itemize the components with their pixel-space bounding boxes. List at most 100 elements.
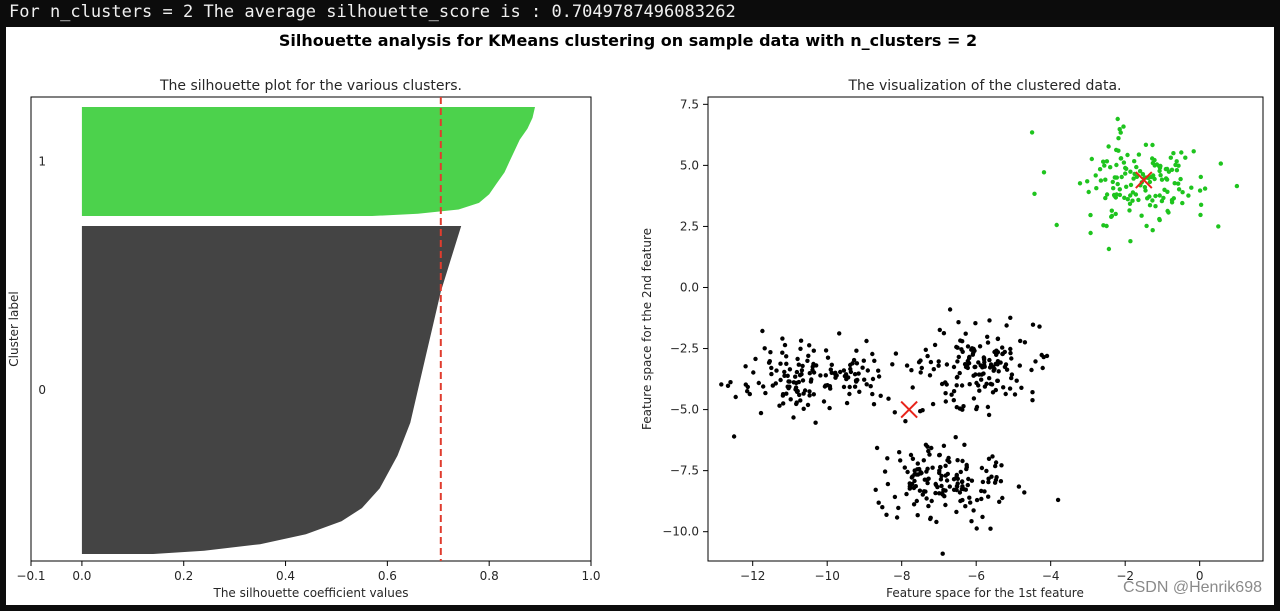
scatter-point-cluster-1 bbox=[1118, 156, 1124, 161]
scatter-point-cluster-0 bbox=[984, 468, 989, 474]
scatter-point-cluster-0 bbox=[984, 381, 989, 386]
scatter-plot-title: The visualization of the clustered data. bbox=[848, 78, 1122, 94]
scatter-point-cluster-0 bbox=[955, 458, 960, 463]
scatter-point-cluster-0 bbox=[918, 409, 923, 414]
silhouette-xtick-label: 0.2 bbox=[174, 569, 193, 583]
scatter-point-cluster-0 bbox=[902, 465, 907, 470]
silhouette-xtick-label: 0.6 bbox=[378, 569, 397, 583]
scatter-point-cluster-0 bbox=[807, 343, 812, 348]
scatter-point-cluster-0 bbox=[954, 474, 959, 479]
scatter-point-cluster-1 bbox=[1158, 173, 1163, 178]
scatter-ytick-label: −10.0 bbox=[662, 525, 699, 539]
scatter-point-cluster-0 bbox=[918, 370, 923, 375]
scatter-point-cluster-0 bbox=[797, 373, 803, 378]
scatter-point-cluster-1 bbox=[1139, 213, 1144, 218]
scatter-point-cluster-0 bbox=[795, 388, 800, 394]
scatter-point-cluster-1 bbox=[1117, 192, 1123, 198]
scatter-point-cluster-1 bbox=[1114, 162, 1119, 168]
scatter-point-cluster-0 bbox=[973, 321, 978, 326]
scatter-ytick-label: 5.0 bbox=[680, 158, 699, 172]
scatter-point-cluster-1 bbox=[1172, 181, 1177, 186]
scatter-point-cluster-0 bbox=[828, 386, 833, 391]
scatter-point-cluster-0 bbox=[961, 404, 966, 409]
scatter-point-cluster-0 bbox=[905, 469, 910, 475]
scatter-point-cluster-0 bbox=[1030, 390, 1035, 395]
scatter-point-cluster-1 bbox=[1202, 186, 1208, 191]
scatter-point-cluster-1 bbox=[1169, 197, 1175, 203]
scatter-point-cluster-0 bbox=[937, 327, 942, 333]
scatter-point-cluster-0 bbox=[957, 490, 963, 495]
scatter-point-cluster-0 bbox=[874, 445, 880, 451]
figure: Silhouette analysis for KMeans clusterin… bbox=[7, 31, 1264, 600]
scatter-point-cluster-1 bbox=[1113, 211, 1118, 217]
scatter-point-cluster-0 bbox=[854, 361, 860, 366]
scatter-point-cluster-0 bbox=[1009, 372, 1015, 377]
scatter-point-cluster-0 bbox=[827, 405, 832, 411]
scatter-point-cluster-1 bbox=[1152, 176, 1157, 182]
scatter-point-cluster-0 bbox=[782, 369, 787, 375]
scatter-point-cluster-0 bbox=[1008, 346, 1013, 352]
scatter-point-cluster-0 bbox=[957, 370, 962, 376]
scatter-point-cluster-0 bbox=[1008, 350, 1013, 356]
scatter-point-cluster-1 bbox=[1179, 150, 1184, 155]
scatter-point-cluster-0 bbox=[787, 379, 792, 384]
scatter-point-cluster-0 bbox=[797, 392, 802, 398]
scatter-point-cluster-0 bbox=[977, 344, 983, 349]
scatter-point-cluster-0 bbox=[979, 377, 984, 382]
scatter-point-cluster-1 bbox=[1127, 201, 1133, 206]
scatter-point-cluster-0 bbox=[787, 367, 793, 372]
scatter-point-cluster-1 bbox=[1198, 202, 1204, 207]
scatter-point-cluster-0 bbox=[967, 495, 972, 500]
scatter-point-cluster-0 bbox=[809, 377, 814, 382]
scatter-point-cluster-0 bbox=[923, 489, 928, 494]
scatter-point-cluster-0 bbox=[876, 500, 881, 505]
scatter-point-cluster-0 bbox=[953, 435, 958, 440]
scatter-point-cluster-0 bbox=[937, 470, 942, 476]
scatter-point-cluster-0 bbox=[996, 369, 1001, 374]
scatter-point-cluster-0 bbox=[960, 484, 965, 489]
scatter-point-cluster-0 bbox=[943, 488, 948, 493]
scatter-point-cluster-0 bbox=[911, 502, 917, 507]
scatter-point-cluster-0 bbox=[928, 359, 934, 365]
scatter-point-cluster-1 bbox=[1088, 230, 1093, 236]
scatter-point-cluster-0 bbox=[980, 479, 986, 485]
scatter-point-cluster-1 bbox=[1121, 160, 1127, 165]
scatter-point-cluster-1 bbox=[1176, 181, 1181, 186]
scatter-point-cluster-0 bbox=[753, 356, 758, 362]
scatter-point-cluster-0 bbox=[936, 359, 941, 364]
scatter-point-cluster-0 bbox=[892, 410, 897, 415]
scatter-point-cluster-0 bbox=[842, 373, 848, 379]
scatter-point-cluster-0 bbox=[960, 339, 965, 344]
scatter-point-cluster-0 bbox=[847, 384, 852, 390]
scatter-point-cluster-0 bbox=[932, 342, 938, 348]
scatter-point-cluster-0 bbox=[719, 382, 724, 387]
scatter-point-cluster-0 bbox=[973, 372, 978, 377]
scatter-point-cluster-0 bbox=[985, 404, 991, 410]
scatter-point-cluster-0 bbox=[728, 380, 733, 385]
scatter-point-cluster-0 bbox=[986, 412, 992, 418]
scatter-point-cluster-1 bbox=[1117, 127, 1122, 132]
scatter-point-cluster-0 bbox=[919, 365, 924, 371]
scatter-point-cluster-0 bbox=[944, 478, 950, 483]
scatter-point-cluster-1 bbox=[1198, 212, 1203, 218]
scatter-point-cluster-0 bbox=[979, 488, 984, 494]
silhouette-xtick-label: 0.0 bbox=[72, 569, 91, 583]
scatter-point-cluster-0 bbox=[800, 363, 805, 369]
scatter-point-cluster-0 bbox=[969, 347, 974, 352]
scatter-point-cluster-1 bbox=[1125, 197, 1131, 202]
scatter-point-cluster-0 bbox=[918, 358, 923, 363]
scatter-point-cluster-0 bbox=[1030, 322, 1036, 327]
scatter-point-cluster-0 bbox=[785, 373, 790, 378]
scatter-point-cluster-0 bbox=[909, 368, 914, 373]
scatter-point-cluster-0 bbox=[1019, 385, 1024, 390]
scatter-point-cluster-0 bbox=[868, 384, 873, 389]
scatter-point-cluster-1 bbox=[1153, 204, 1158, 209]
scatter-point-cluster-0 bbox=[986, 479, 991, 485]
scatter-point-cluster-0 bbox=[914, 472, 919, 477]
scatter-point-cluster-0 bbox=[954, 344, 959, 350]
scatter-point-cluster-1 bbox=[1128, 239, 1133, 244]
scatter-point-cluster-1 bbox=[1147, 203, 1153, 208]
scatter-point-cluster-0 bbox=[987, 376, 992, 381]
scatter-point-cluster-0 bbox=[828, 367, 833, 372]
scatter-point-cluster-1 bbox=[1150, 198, 1155, 203]
